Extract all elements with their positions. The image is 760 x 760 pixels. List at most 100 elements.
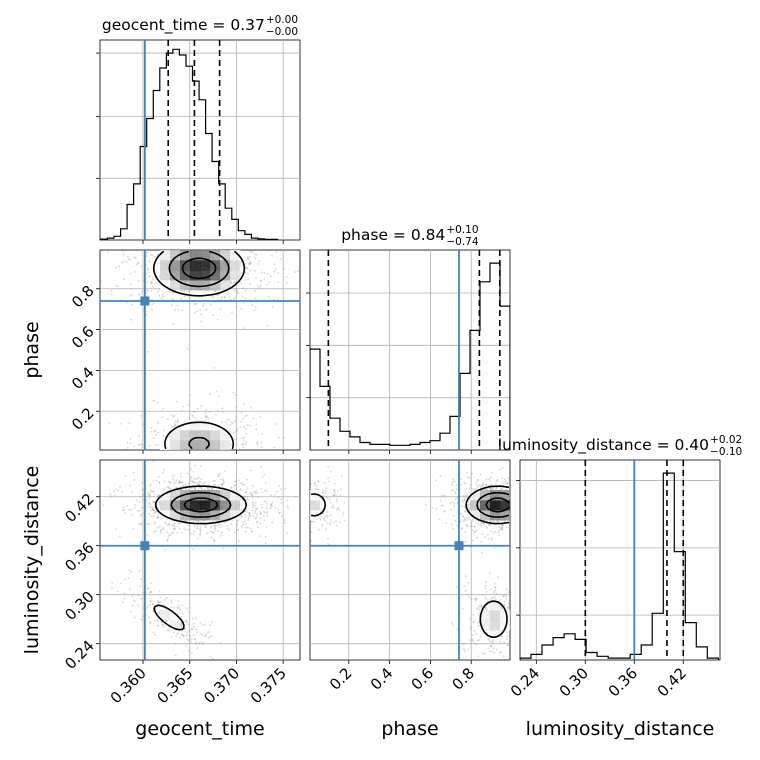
- sample-point: [153, 530, 156, 533]
- sample-point: [176, 479, 178, 481]
- sample-point: [241, 516, 243, 518]
- sample-point: [129, 484, 132, 487]
- sample-point: [252, 506, 255, 509]
- sample-point: [325, 487, 328, 489]
- sample-point: [243, 484, 246, 486]
- sample-point: [537, 497, 539, 499]
- sample-point: [313, 520, 315, 523]
- sample-point: [516, 531, 518, 533]
- sample-point: [512, 502, 514, 504]
- sample-point: [118, 265, 121, 268]
- sample-point: [516, 616, 518, 618]
- sample-point: [512, 492, 514, 494]
- sample-point: [254, 512, 256, 514]
- sample-point: [149, 489, 152, 491]
- sample-point: [261, 432, 264, 435]
- sample-point: [246, 478, 249, 481]
- sample-point: [246, 424, 249, 426]
- sample-point: [152, 507, 154, 510]
- sample-point: [468, 503, 470, 506]
- contour-line-0: [310, 485, 510, 638]
- sample-point: [108, 422, 111, 424]
- sample-point: [193, 303, 196, 306]
- sample-point: [138, 226, 140, 228]
- sample-point: [231, 460, 233, 462]
- sample-point: [230, 282, 233, 284]
- sample-point: [71, 224, 73, 226]
- sample-point: [540, 482, 542, 484]
- sample-point: [513, 497, 515, 499]
- sample-point: [449, 502, 452, 505]
- sample-point: [524, 515, 526, 517]
- sample-point: [134, 453, 136, 455]
- sample-point: [206, 233, 208, 235]
- sample-point: [472, 614, 475, 616]
- sample-point: [477, 621, 479, 624]
- sample-point: [145, 272, 148, 275]
- sample-point: [280, 498, 282, 501]
- sample-point: [215, 456, 217, 458]
- sample-point: [162, 407, 165, 410]
- sample-point: [529, 511, 531, 513]
- density-cell: [210, 440, 221, 450]
- sample-point: [552, 497, 554, 499]
- sample-point: [198, 483, 201, 486]
- sample-point: [217, 294, 220, 296]
- sample-point: [180, 623, 183, 626]
- sample-point: [133, 599, 136, 602]
- sample-point: [526, 525, 528, 527]
- sample-point: [158, 612, 161, 615]
- sample-point: [226, 527, 229, 530]
- sample-point: [254, 257, 257, 260]
- sample-point: [540, 474, 542, 476]
- sample-point: [152, 278, 155, 281]
- sample-point: [306, 500, 308, 502]
- sample-point: [303, 538, 305, 540]
- sample-point: [521, 517, 523, 519]
- sample-point: [252, 417, 255, 420]
- sample-point: [252, 491, 255, 494]
- sample-point: [170, 414, 173, 416]
- sample-point: [214, 471, 216, 473]
- sample-point: [213, 540, 216, 542]
- sample-point: [181, 481, 184, 484]
- sample-point: [152, 400, 155, 402]
- sample-point: [221, 421, 223, 424]
- sample-point: [157, 236, 159, 238]
- sample-point: [322, 490, 324, 493]
- sample-point: [522, 483, 524, 485]
- sample-point: [489, 480, 491, 483]
- sample-point: [227, 663, 229, 665]
- sample-point: [164, 472, 166, 474]
- sample-point: [233, 289, 236, 292]
- sample-point: [195, 482, 198, 484]
- sample-point: [484, 587, 487, 590]
- sample-point: [140, 291, 143, 294]
- sample-point: [265, 507, 268, 509]
- sample-point: [199, 243, 201, 245]
- sample-point: [181, 633, 184, 636]
- sample-point: [485, 483, 487, 486]
- histogram-line-luminosity_distance: [520, 472, 719, 660]
- sample-point: [217, 473, 220, 476]
- sample-point: [261, 271, 263, 274]
- sample-point: [164, 598, 167, 601]
- sample-point: [533, 493, 535, 495]
- sample-point: [516, 492, 518, 494]
- sample-point: [156, 516, 159, 519]
- sample-point: [211, 621, 214, 624]
- sample-point: [501, 477, 503, 479]
- sample-point: [240, 411, 243, 414]
- sample-point: [515, 510, 517, 512]
- truth-marker: [140, 541, 150, 551]
- sample-point: [131, 245, 133, 247]
- sample-point: [173, 522, 176, 525]
- sample-point: [121, 490, 123, 493]
- sample-point: [160, 241, 162, 243]
- sample-point: [516, 474, 518, 476]
- sample-point: [286, 504, 289, 507]
- sample-point: [527, 514, 529, 516]
- sample-point: [510, 514, 512, 516]
- title-upper-luminosity_distance: +0.02: [710, 434, 742, 446]
- sample-point: [173, 527, 176, 529]
